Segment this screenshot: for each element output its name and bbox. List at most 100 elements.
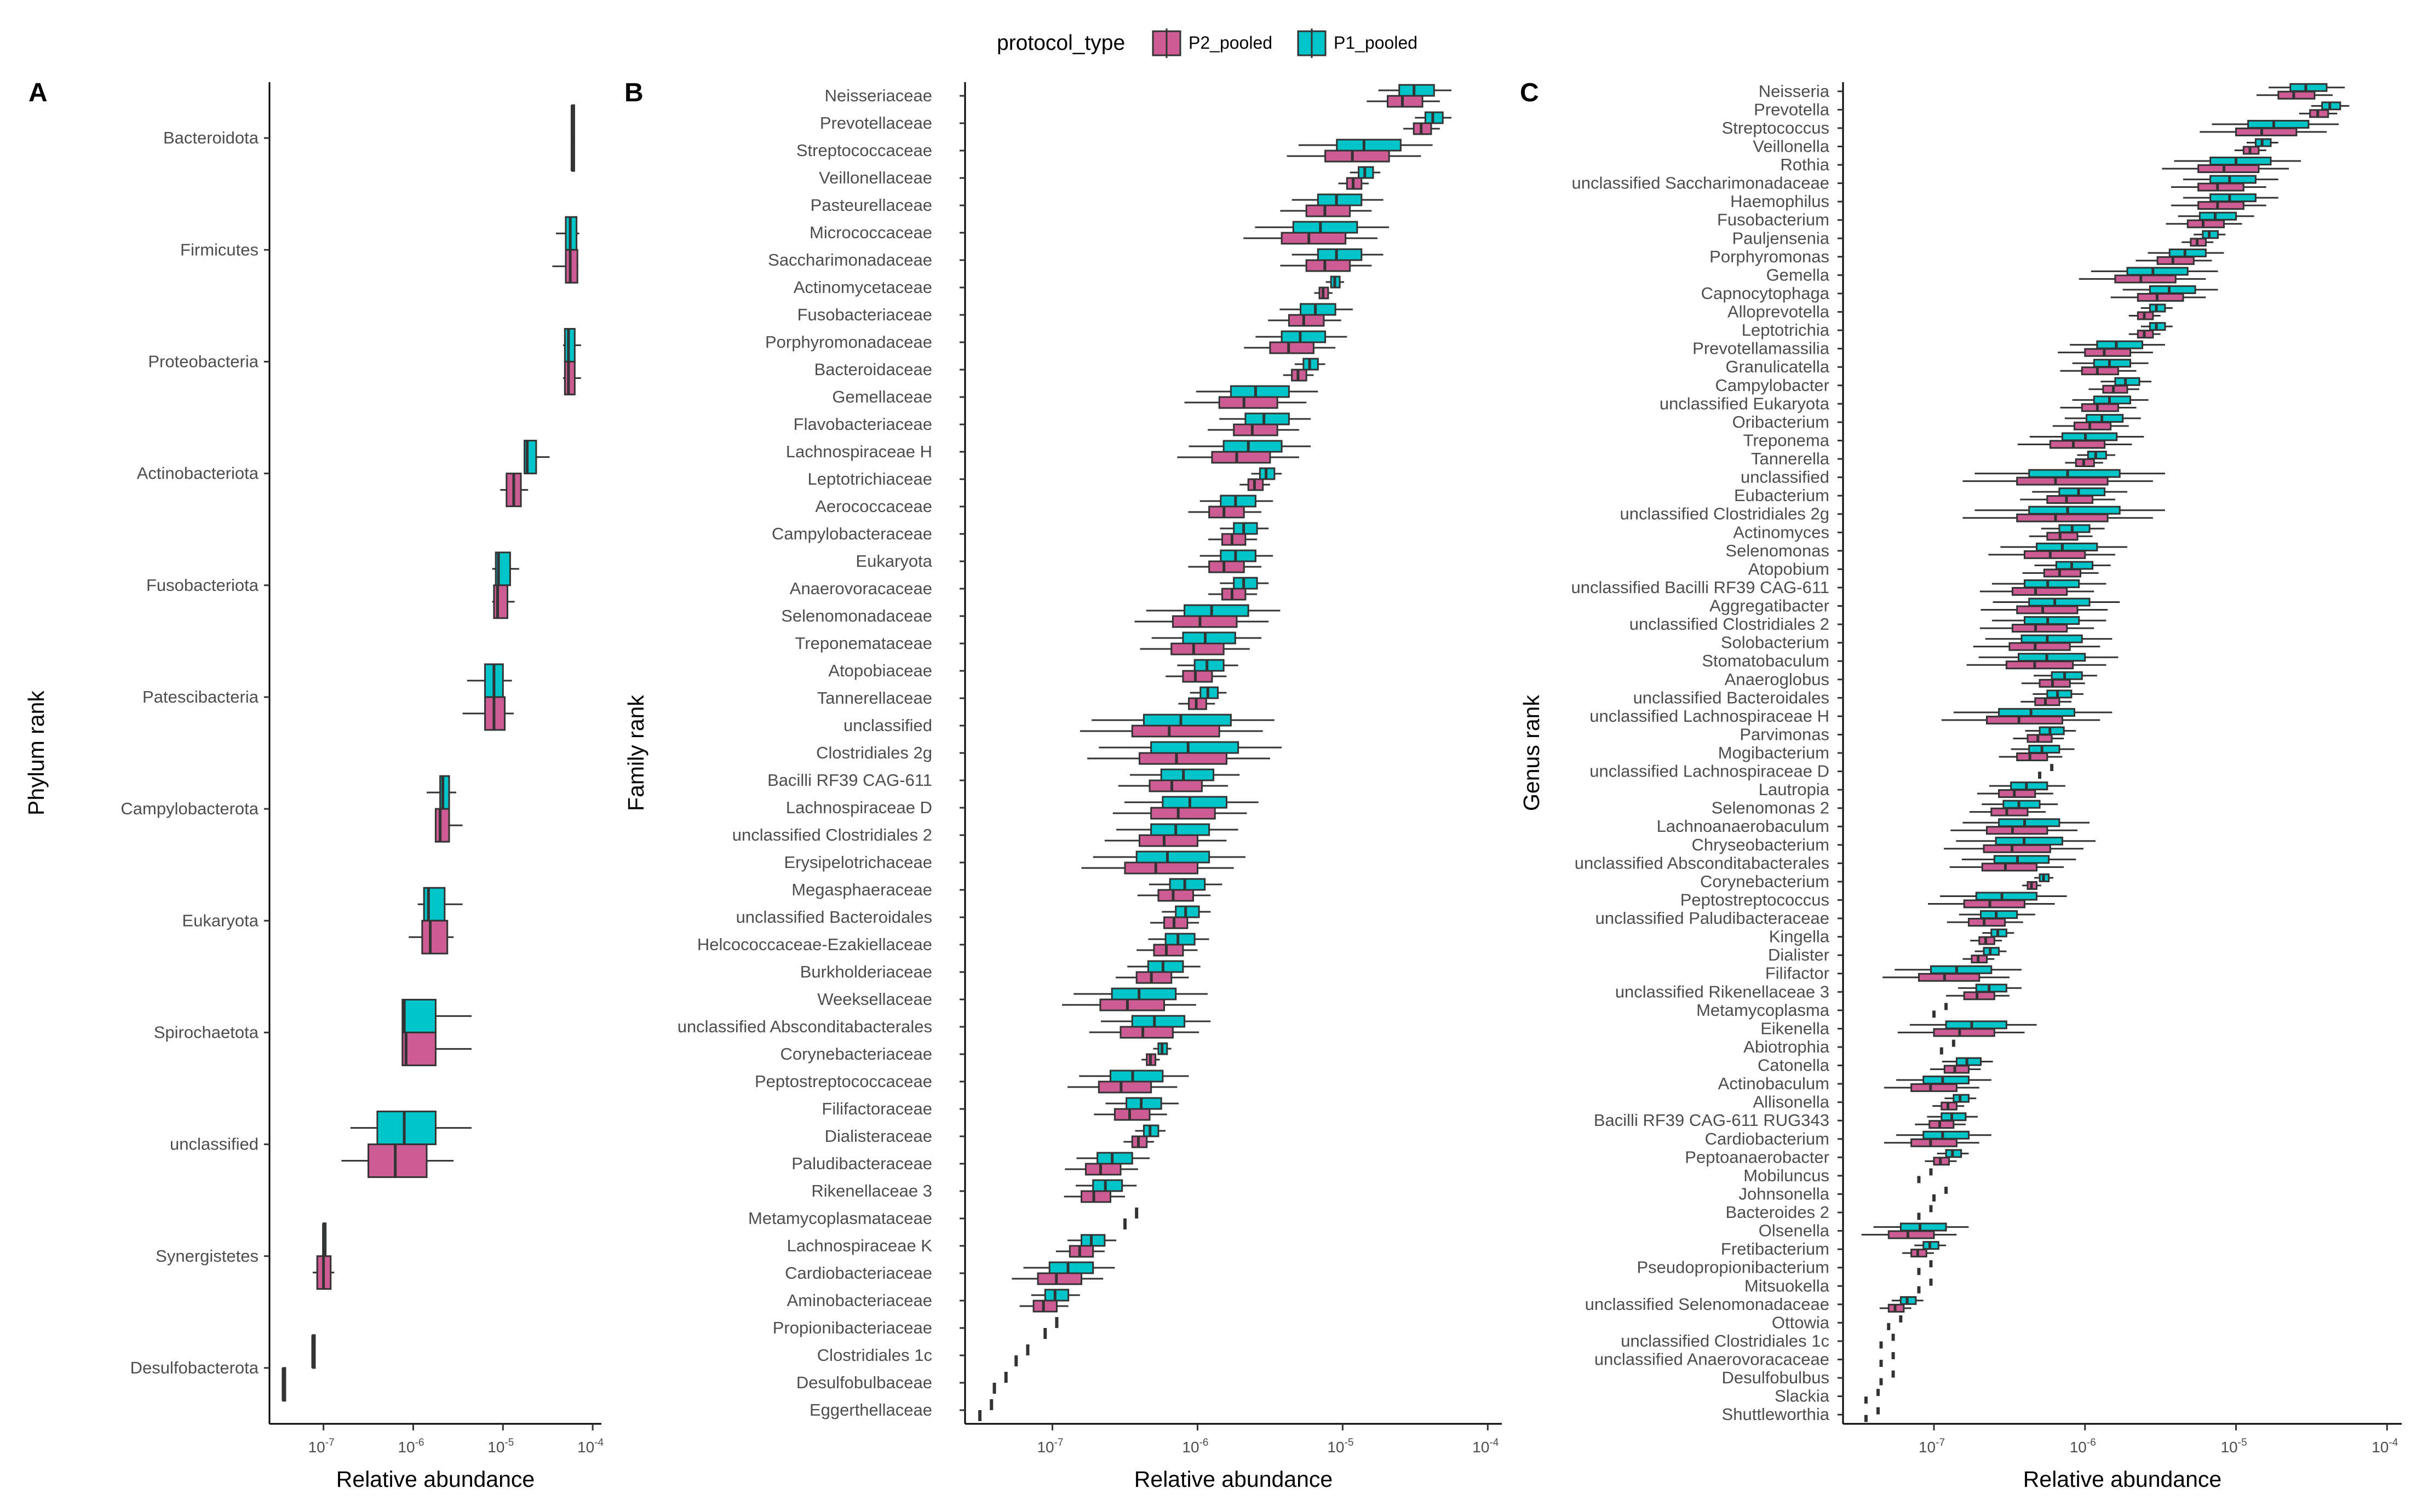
category-row: Campylobacter <box>1715 376 2152 395</box>
legend: protocol_type P2_pooled P1_pooled <box>997 28 1417 58</box>
box-p1-pooled <box>1129 768 1240 781</box>
category-row: Pasteurellaceae <box>811 193 1384 217</box>
box-p2-pooled <box>1012 1272 1104 1285</box>
category-row: Bacilli RF39 CAG-611 RUG343 <box>1594 1111 1978 1130</box>
iqr-box <box>1221 588 1247 601</box>
category-row: Leptotrichiaceae <box>808 467 1282 491</box>
box-p2-pooled <box>1861 1230 1957 1239</box>
category-row: Actinobaculum <box>1718 1074 1991 1093</box>
category-label: Prevotella <box>1754 100 1830 119</box>
box-p1-pooled <box>2034 561 2111 570</box>
category-row: Cardiobacteriaceae <box>785 1261 1115 1285</box>
category-row: unclassified Bacteroidales <box>1633 688 2084 707</box>
category-label: Flavobacteriaceae <box>794 415 932 434</box>
box-p2-pooled <box>409 919 454 955</box>
category-row: unclassified Lachnospiraceae H <box>1589 706 2113 726</box>
category-label: Haemophilus <box>1730 192 1829 211</box>
box-p2-pooled <box>1930 1065 1981 1074</box>
box-p1-pooled <box>1116 823 1238 836</box>
box-p2-pooled <box>2110 292 2206 302</box>
category-row: Eggerthellaceae <box>810 1399 994 1421</box>
box-p1-pooled <box>1974 469 2165 478</box>
box-p1-pooled <box>1415 111 1452 124</box>
category-row: Aerococcaceae <box>815 495 1273 519</box>
category-label: Propionibacteriaceae <box>773 1318 932 1337</box>
iqr-box <box>2046 495 2094 504</box>
iqr-box <box>2209 175 2257 184</box>
category-label: Filifactor <box>1765 964 1829 983</box>
box-p2-pooled <box>1065 1163 1138 1176</box>
box-p2-pooled <box>1949 863 2064 872</box>
box-p1-pooled <box>1914 1241 1947 1250</box>
box-p2-pooled <box>1962 513 2153 522</box>
iqr-box <box>434 808 450 843</box>
box-p1-pooled <box>350 1111 472 1146</box>
legend-label-p1: P1_pooled <box>1334 33 1417 53</box>
category-label: Allisonella <box>1753 1093 1829 1112</box>
iqr-box <box>2235 127 2298 136</box>
category-row: Campylobacteraceae <box>772 522 1269 546</box>
category-label: Eubacterium <box>1734 486 1829 505</box>
iqr-box <box>1169 878 1206 891</box>
box-p2-pooled <box>1962 476 2153 486</box>
iqr-box <box>1120 1026 1174 1039</box>
x-tick-label: 10-5 <box>487 1437 514 1456</box>
iqr-box <box>1910 1083 1957 1093</box>
iqr-box <box>1164 933 1196 946</box>
box-p2-pooled <box>1067 1080 1178 1094</box>
category-row: Atopobium <box>1748 559 2111 578</box>
category-row: Fusobacterium <box>1717 210 2254 229</box>
x-tick-label: 10-6 <box>1182 1437 1208 1456</box>
x-tick-label: 10-5 <box>2220 1437 2247 1456</box>
iqr-box <box>2197 182 2244 192</box>
category-label: Bacteroides 2 <box>1725 1203 1829 1222</box>
category-row: Oribacterium <box>1732 412 2141 432</box>
box-p1-pooled <box>1199 495 1273 508</box>
iqr-box <box>2277 90 2316 100</box>
iqr-box <box>1910 1138 1957 1147</box>
box-p2-pooled <box>1268 314 1341 327</box>
iqr-box <box>1292 221 1358 234</box>
category-label: Aminobacteriaceae <box>787 1291 932 1310</box>
category-label: Actinobaculum <box>1718 1074 1829 1093</box>
category-row: Prevotellamassilia <box>1692 339 2165 358</box>
box-p2-pooled <box>1338 177 1369 190</box>
box-p2-pooled <box>1064 1190 1125 1203</box>
category-row: Flavobacteriaceae <box>794 412 1311 436</box>
iqr-box <box>1918 973 1981 982</box>
iqr-box <box>1160 768 1215 781</box>
category-label: unclassified Absconditabacterales <box>678 1017 932 1036</box>
iqr-box <box>2028 469 2121 478</box>
category-row: Aminobacteriaceae <box>787 1289 1080 1313</box>
box-p1-pooled <box>1135 1124 1166 1137</box>
iqr-box <box>2034 697 2060 706</box>
category-label: Corynebacterium <box>1700 872 1829 891</box>
box-p2-pooled <box>2234 146 2266 155</box>
iqr-box <box>1324 150 1390 163</box>
box-p1-pooled <box>1895 965 2022 974</box>
iqr-box <box>2086 413 2124 423</box>
category-label: Atopobium <box>1748 559 1829 578</box>
box-p2-pooled <box>1966 660 2106 670</box>
iqr-box <box>2114 274 2177 284</box>
category-label: Firmicutes <box>180 240 259 259</box>
category-label: Fusobacterium <box>1717 210 1829 229</box>
iqr-box <box>1170 642 1225 656</box>
category-label: Eukaryota <box>856 551 932 571</box>
category-row: unclassified Clostridiales 1c <box>1621 1331 1895 1350</box>
iqr-box <box>1387 95 1423 108</box>
box-p2-pooled <box>1188 560 1262 573</box>
category-label: Mitsuokella <box>1744 1276 1830 1295</box>
category-label: Peptostreptococcus <box>1680 890 1829 909</box>
iqr-box <box>1220 495 1256 508</box>
box-p2-pooled <box>1019 1300 1069 1313</box>
box-p2-pooled <box>1244 341 1336 354</box>
box-p2-pooled <box>401 1031 472 1066</box>
iqr-box <box>1281 232 1347 245</box>
box-p1-pooled <box>2183 193 2278 203</box>
iqr-box <box>1955 1057 1982 1066</box>
box-p2-pooled <box>492 584 515 619</box>
iqr-box <box>2058 524 2091 533</box>
box-p1-pooled <box>1953 708 2113 717</box>
box-p1-pooled <box>2072 395 2149 405</box>
